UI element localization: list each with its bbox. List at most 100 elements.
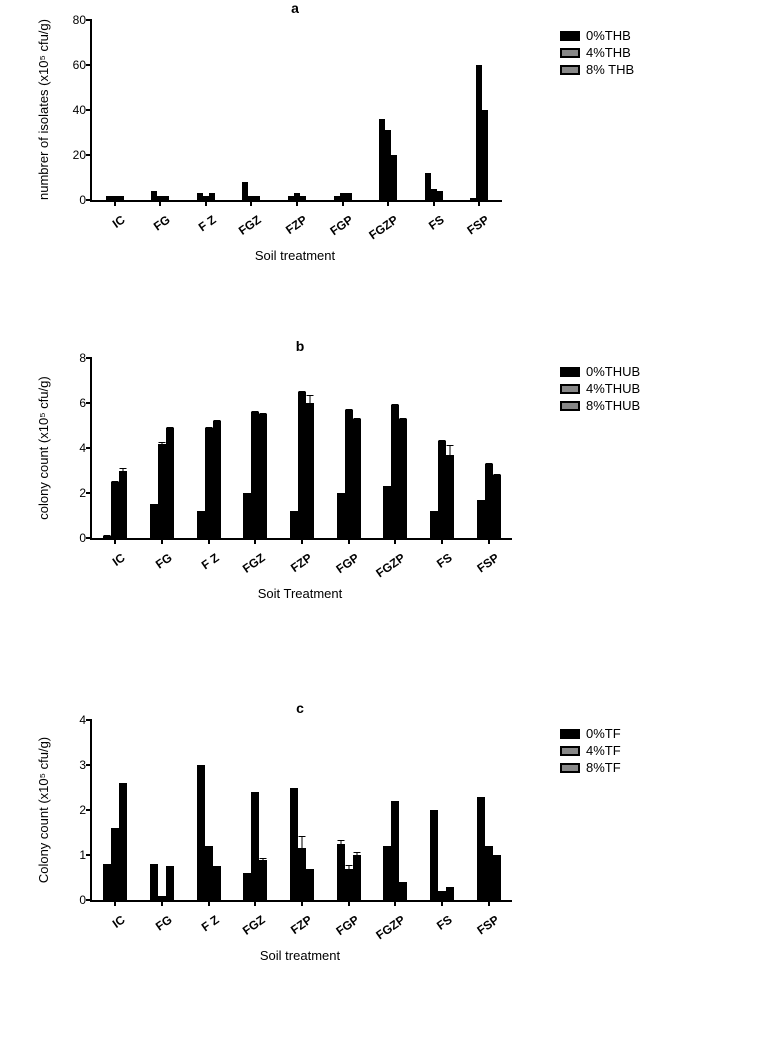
xtick-label: FGP	[328, 544, 361, 576]
xtick-label: FS	[429, 544, 454, 571]
ytick-label: 4	[79, 713, 92, 727]
xtick-label: FGP	[322, 206, 355, 238]
panel-a-plot: 020406080ICFGF ZFGZFZPFGPFGZPFSFSP	[90, 20, 502, 202]
bar	[259, 860, 267, 901]
bar	[306, 403, 314, 538]
error-bar	[340, 840, 341, 845]
bar-group	[383, 720, 407, 900]
legend-swatch	[560, 384, 580, 394]
bar	[166, 866, 174, 900]
xtick-label: FSP	[460, 206, 492, 237]
error-bar	[107, 535, 108, 537]
bar-group	[290, 358, 314, 538]
bar-group	[430, 358, 454, 538]
bar-group	[150, 358, 174, 538]
legend-item: 4%TF	[560, 743, 621, 758]
bar-group	[243, 358, 267, 538]
bar	[290, 788, 298, 901]
bar	[150, 504, 158, 538]
legend-swatch	[560, 65, 580, 75]
xtick-label: FS	[421, 206, 446, 233]
bar	[437, 191, 443, 200]
xtick-label: FGZP	[362, 206, 401, 242]
legend-label: 8% THB	[586, 62, 634, 77]
xtick-label: FGZ	[236, 544, 268, 576]
panel-c-plot: 01234ICFGF ZFGZFZPFGPFGZPFSFSP	[90, 720, 512, 902]
panel-c-xlabel: Soil treatment	[90, 948, 510, 963]
bar	[163, 196, 169, 201]
bar	[399, 419, 407, 538]
panel-b-legend: 0%THUB4%THUB8%THUB	[560, 364, 640, 415]
bar	[485, 464, 493, 538]
ytick-label: 8	[79, 351, 92, 365]
bar	[298, 392, 306, 538]
bar	[383, 486, 391, 538]
bar	[290, 511, 298, 538]
legend-item: 8%THUB	[560, 398, 640, 413]
bar	[430, 511, 438, 538]
error-bar	[263, 858, 264, 860]
ytick-label: 2	[79, 803, 92, 817]
error-bar	[302, 836, 303, 850]
error-bar	[442, 440, 443, 442]
legend-label: 0%TF	[586, 726, 621, 741]
legend-label: 0%THUB	[586, 364, 640, 379]
bar	[251, 412, 259, 538]
panel-a-ylabel: numbrer of isolates (x10⁵ cfu/g)	[36, 20, 51, 200]
bar	[345, 869, 353, 901]
bar-group	[290, 720, 314, 900]
bar	[477, 797, 485, 901]
error-bar	[162, 442, 163, 444]
bar	[197, 511, 205, 538]
bar-group	[197, 720, 221, 900]
bar	[438, 891, 446, 900]
legend-item: 8%TF	[560, 760, 621, 775]
legend-item: 0%TF	[560, 726, 621, 741]
bar	[337, 493, 345, 538]
bar	[482, 110, 488, 200]
bar	[209, 193, 215, 200]
bar	[103, 536, 111, 538]
bar	[337, 844, 345, 900]
ytick-label: 2	[79, 486, 92, 500]
bar	[346, 193, 352, 200]
legend-swatch	[560, 367, 580, 377]
ytick-label: 40	[73, 103, 92, 117]
legend-item: 4%THB	[560, 45, 634, 60]
error-bar	[450, 445, 451, 456]
ytick-label: 20	[73, 148, 92, 162]
bar	[205, 428, 213, 538]
bar	[119, 471, 127, 539]
bar	[391, 155, 397, 200]
bar-group	[103, 358, 127, 538]
bar	[197, 765, 205, 900]
bar-group	[242, 20, 260, 200]
error-bar	[395, 404, 396, 406]
xtick-label: IC	[105, 906, 127, 931]
bar-group	[106, 20, 124, 200]
xtick-label: FSP	[470, 906, 502, 937]
ytick-label: 60	[73, 58, 92, 72]
bar-group	[477, 720, 501, 900]
xtick-label: FG	[147, 206, 173, 234]
error-bar	[123, 468, 124, 471]
bar	[213, 421, 221, 538]
legend-label: 0%THB	[586, 28, 631, 43]
ytick-label: 1	[79, 848, 92, 862]
bar	[298, 848, 306, 900]
bar	[446, 887, 454, 901]
error-bar	[263, 413, 264, 415]
ytick-label: 3	[79, 758, 92, 772]
bar-group	[430, 720, 454, 900]
xtick-label: F Z	[194, 906, 221, 934]
panel-b-title: b	[90, 338, 510, 354]
bar	[430, 810, 438, 900]
panel-b-bars	[92, 358, 512, 538]
xtick-label: IC	[105, 544, 127, 569]
legend-swatch	[560, 401, 580, 411]
legend-swatch	[560, 48, 580, 58]
xtick-label: FGZP	[369, 906, 408, 942]
error-bar	[170, 427, 171, 429]
legend-swatch	[560, 729, 580, 739]
xtick-label: FGZP	[369, 544, 408, 580]
